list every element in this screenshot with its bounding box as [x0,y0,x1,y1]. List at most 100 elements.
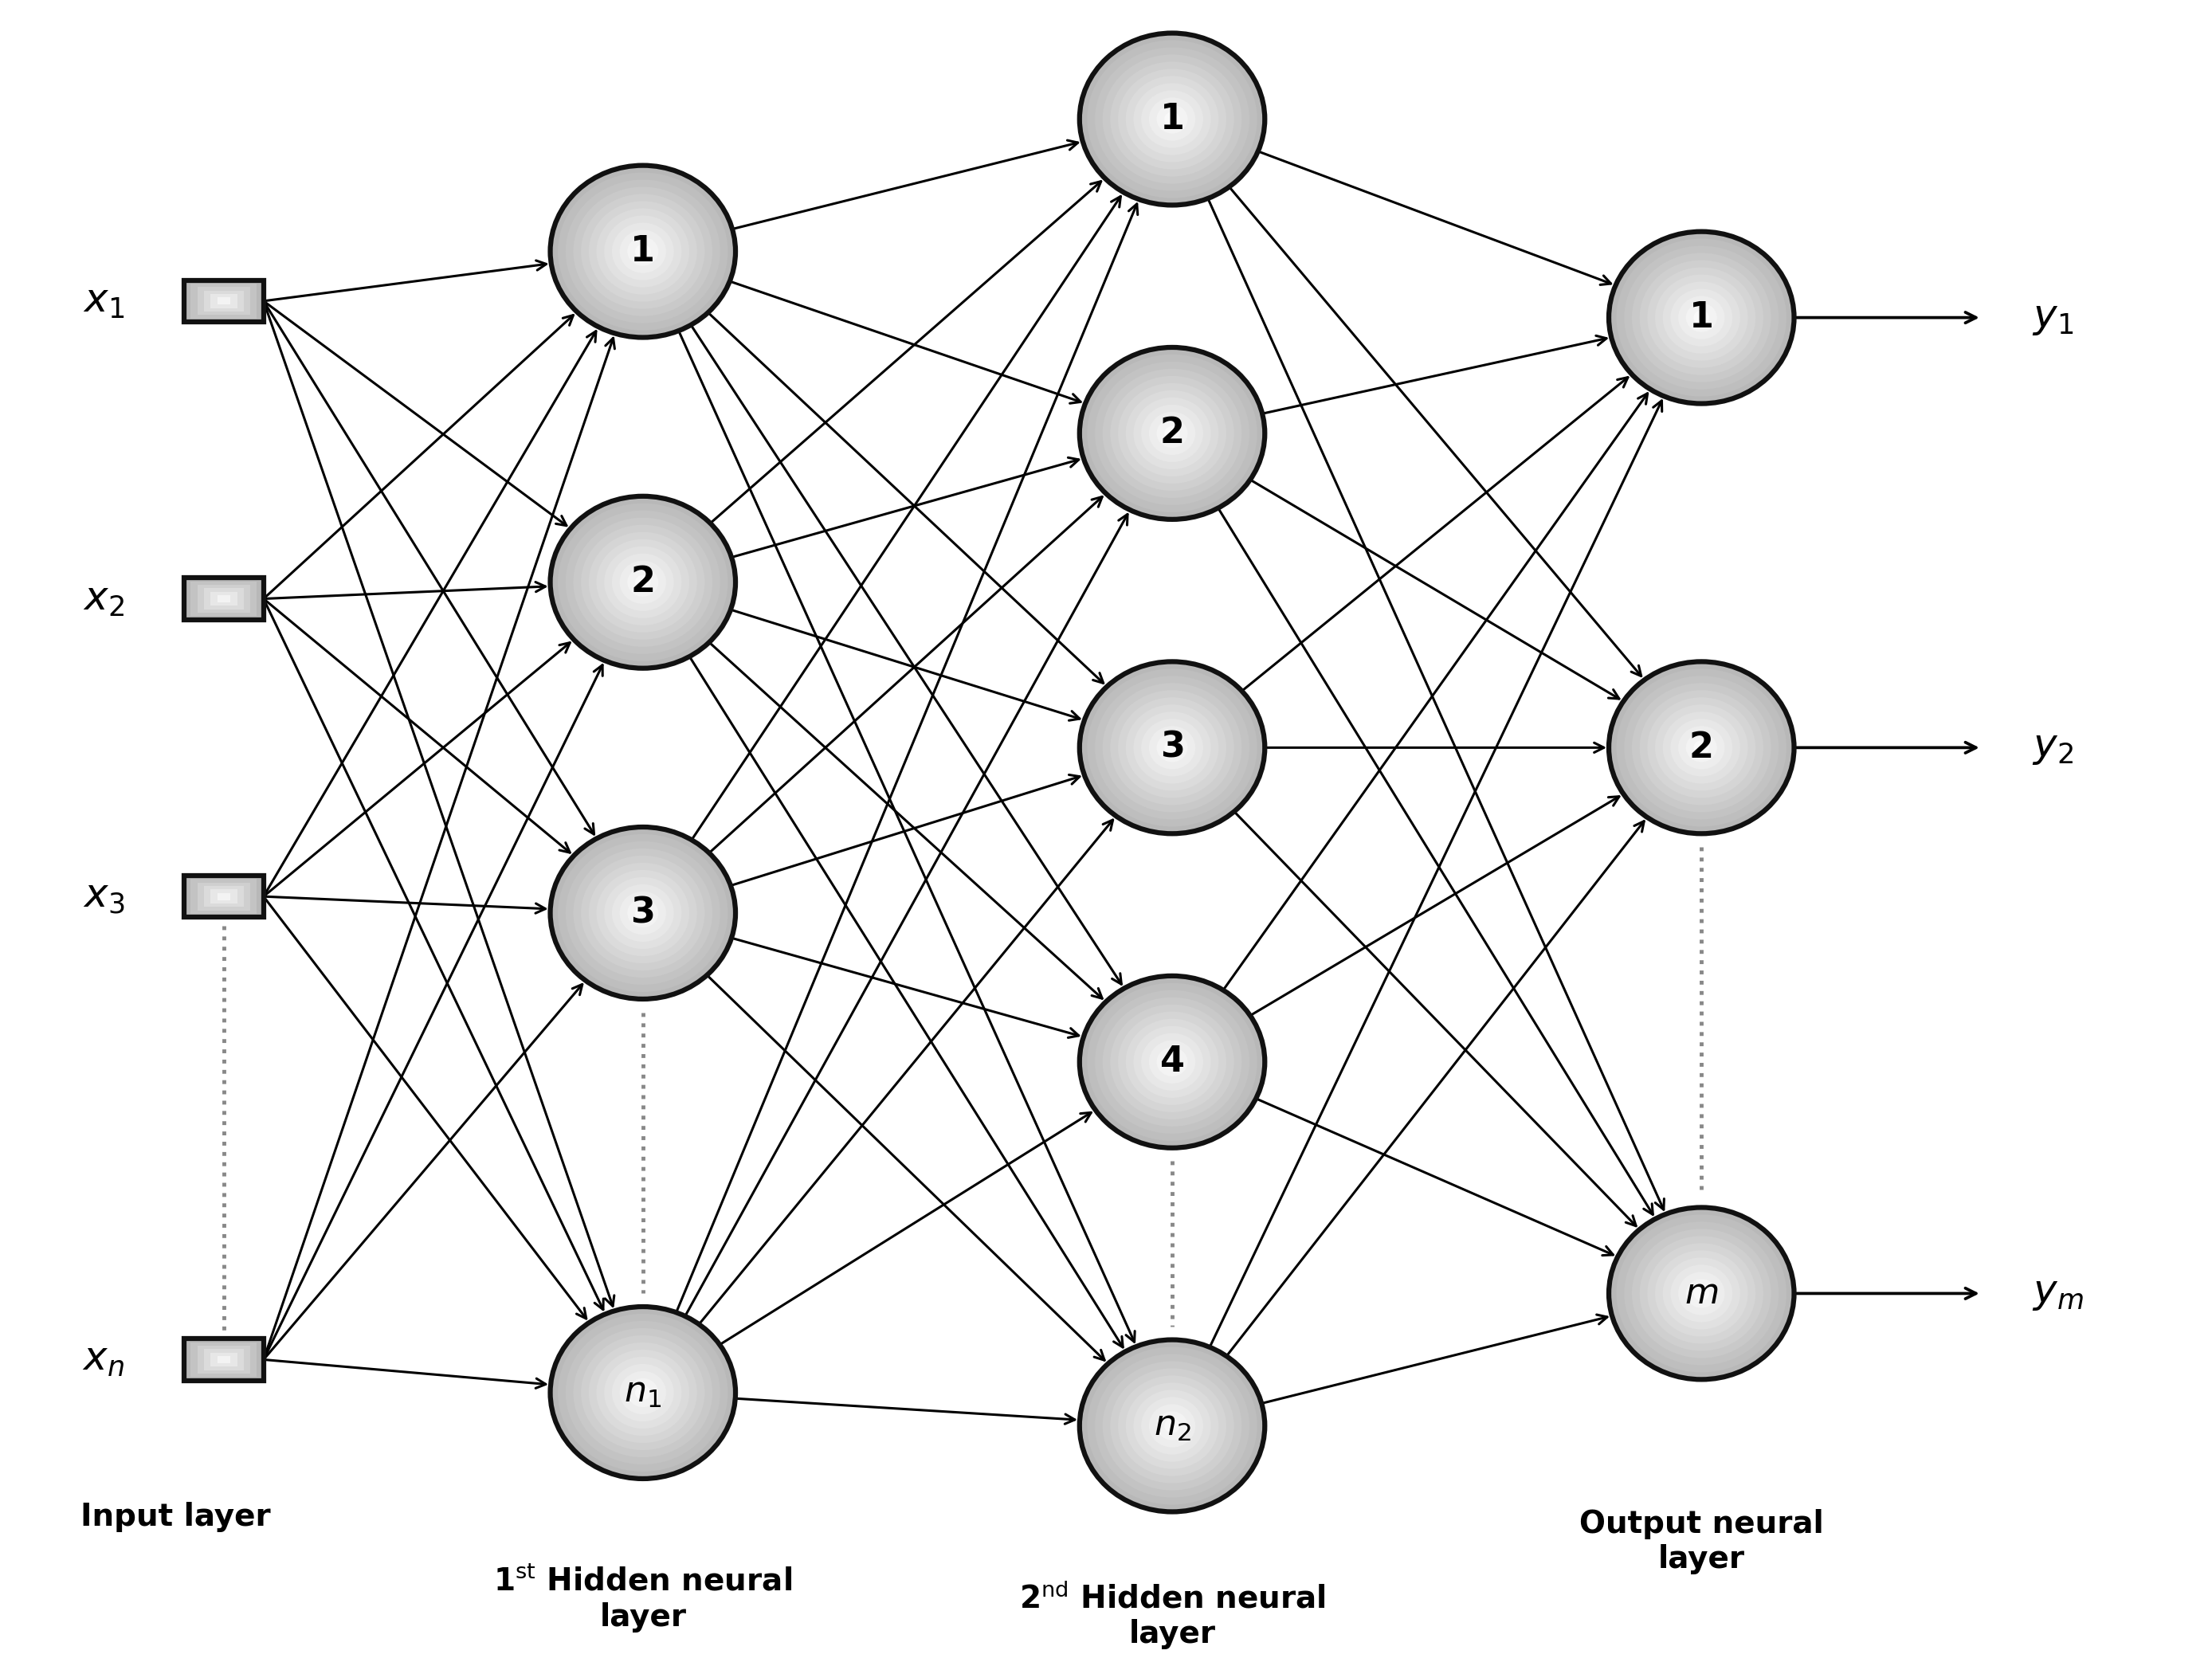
Ellipse shape [1679,726,1725,770]
Ellipse shape [1639,690,1763,804]
Ellipse shape [1095,991,1250,1133]
Ellipse shape [1648,698,1756,798]
Ellipse shape [1164,740,1179,755]
Ellipse shape [1133,397,1210,469]
Ellipse shape [1102,683,1241,813]
Bar [184,1340,263,1381]
Ellipse shape [1639,1237,1763,1351]
Text: $n_1$: $n_1$ [624,1376,661,1409]
Text: 1: 1 [1690,301,1714,334]
Ellipse shape [557,504,728,661]
Ellipse shape [1686,1280,1717,1308]
Ellipse shape [635,906,650,921]
Ellipse shape [1148,1404,1194,1448]
Bar [190,284,257,319]
Ellipse shape [1624,1222,1778,1365]
Ellipse shape [1148,412,1194,455]
Ellipse shape [1141,404,1203,462]
Bar [210,592,237,605]
Ellipse shape [628,899,659,927]
Text: $\mathbf{\mathit{y}}_1$: $\mathbf{\mathit{y}}_1$ [2033,299,2075,337]
Ellipse shape [1686,302,1717,332]
Bar [210,889,237,904]
Ellipse shape [1157,1411,1188,1441]
Ellipse shape [1110,1004,1234,1119]
Text: Input layer: Input layer [80,1501,270,1532]
Text: 2$^{\mathrm{nd}}$ Hidden neural
layer: 2$^{\mathrm{nd}}$ Hidden neural layer [1020,1582,1325,1649]
Ellipse shape [557,173,728,331]
Ellipse shape [557,1313,728,1471]
Ellipse shape [1141,1034,1203,1090]
Ellipse shape [1617,239,1787,397]
Ellipse shape [635,575,650,590]
Ellipse shape [1133,83,1210,155]
Ellipse shape [1694,311,1710,324]
Ellipse shape [1670,720,1732,776]
Ellipse shape [1663,711,1741,783]
Ellipse shape [1617,668,1787,826]
Ellipse shape [1670,1265,1732,1323]
Ellipse shape [1624,676,1778,819]
Ellipse shape [1133,711,1210,783]
Ellipse shape [1086,982,1256,1140]
Bar [197,883,250,911]
Ellipse shape [1632,1228,1772,1358]
Ellipse shape [1079,347,1265,520]
Bar [190,1343,257,1378]
Ellipse shape [1079,976,1265,1148]
Ellipse shape [1133,1025,1210,1099]
Ellipse shape [1117,384,1225,484]
Ellipse shape [1102,55,1241,184]
Ellipse shape [1126,1383,1219,1469]
Ellipse shape [1095,676,1250,819]
Ellipse shape [619,891,666,934]
Ellipse shape [588,532,697,633]
Ellipse shape [1079,1340,1265,1512]
Ellipse shape [1102,1361,1241,1491]
Text: $\mathbf{\mathit{x}}_3$: $\mathbf{\mathit{x}}_3$ [82,878,124,916]
Ellipse shape [1164,1419,1179,1433]
Text: 3: 3 [630,896,655,931]
Ellipse shape [1079,661,1265,834]
Ellipse shape [1102,997,1241,1127]
Ellipse shape [573,517,712,647]
Ellipse shape [1095,1355,1250,1497]
Ellipse shape [1164,1055,1179,1069]
Bar [190,582,257,617]
Ellipse shape [1608,231,1794,404]
Text: $\mathbf{\mathit{y}}_m$: $\mathbf{\mathit{y}}_m$ [2033,1275,2084,1313]
Bar [210,1353,237,1366]
Ellipse shape [1164,111,1179,126]
Ellipse shape [604,216,681,288]
Ellipse shape [1608,1207,1794,1379]
Ellipse shape [1148,98,1194,141]
Ellipse shape [1110,690,1234,804]
Ellipse shape [1079,33,1265,204]
Ellipse shape [557,834,728,992]
Ellipse shape [1694,1286,1710,1301]
Ellipse shape [628,1378,659,1408]
Text: $\mathbf{\mathit{x}}_1$: $\mathbf{\mathit{x}}_1$ [82,283,124,321]
Ellipse shape [628,568,659,597]
Ellipse shape [1655,274,1747,361]
Ellipse shape [1608,661,1794,834]
Ellipse shape [1117,1376,1225,1476]
Ellipse shape [613,223,675,281]
Ellipse shape [597,538,690,625]
Ellipse shape [566,510,721,653]
Bar [197,585,250,613]
Ellipse shape [551,165,737,337]
Ellipse shape [566,1321,721,1464]
Ellipse shape [619,229,666,273]
Bar [184,876,263,917]
Text: $\mathbf{\mathit{x}}_2$: $\mathbf{\mathit{x}}_2$ [84,580,124,618]
Ellipse shape [1648,268,1756,367]
Ellipse shape [1632,253,1772,382]
Ellipse shape [597,869,690,956]
Ellipse shape [573,848,712,977]
Bar [190,879,257,914]
Ellipse shape [588,863,697,964]
Ellipse shape [1670,289,1732,346]
Ellipse shape [1679,296,1725,339]
Ellipse shape [1157,733,1188,763]
